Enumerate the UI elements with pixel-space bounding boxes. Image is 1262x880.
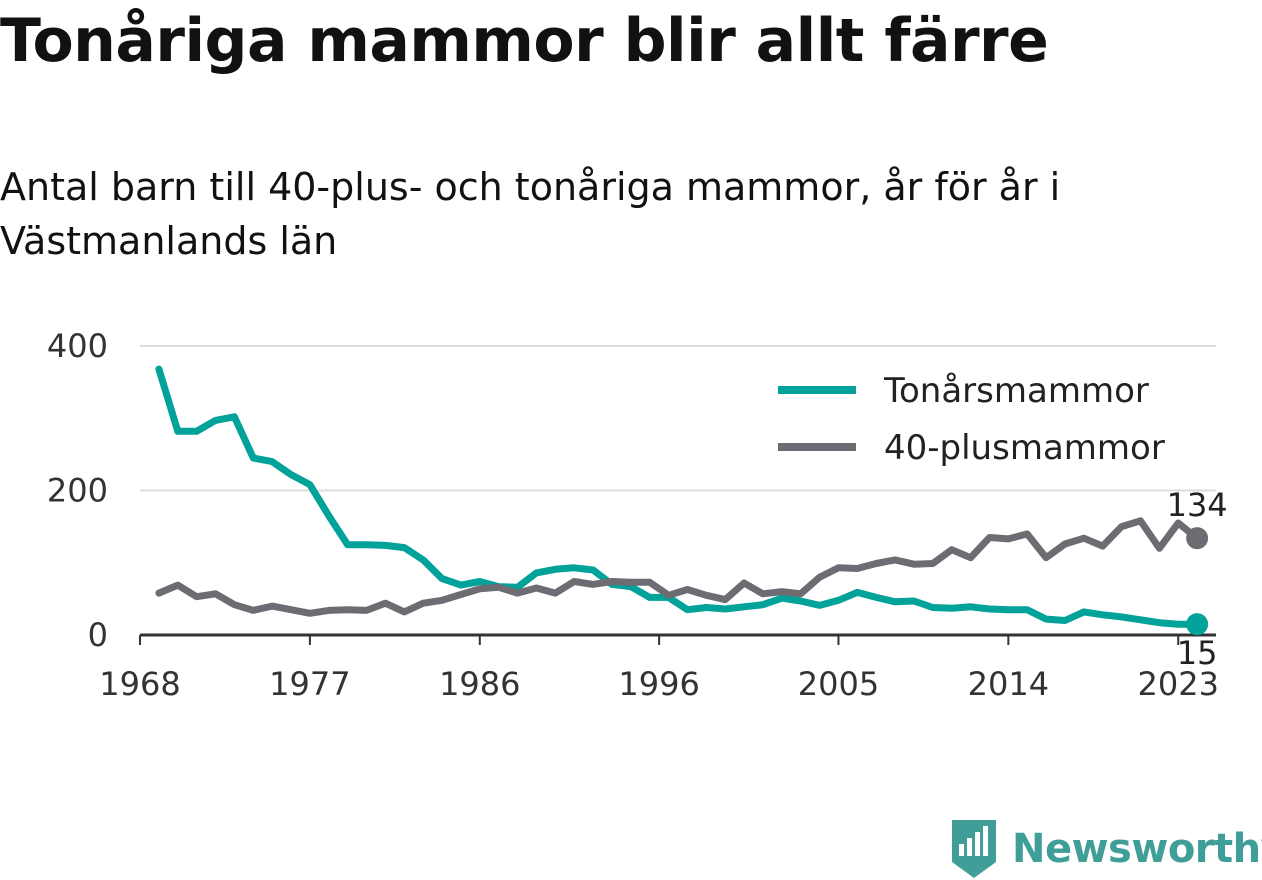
chart-subtitle: Antal barn till 40-plus- och tonåriga ma… [0,165,1061,263]
brand-name: Newsworthy [1012,826,1262,872]
x-tick-label: 1977 [269,665,350,703]
axes: 0 200 400 1968 1977 1986 1996 2005 2014 2023 [47,327,1219,703]
y-tick-label: 400 [47,327,108,365]
legend-label: 40-plusmammor [884,428,1165,468]
x-tick-label: 1996 [618,665,699,703]
legend-label: Tonårsmammor [883,371,1149,411]
y-tick-label: 0 [88,616,108,654]
x-tick-label: 1986 [439,665,520,703]
x-tick-label: 1968 [99,665,180,703]
x-tick-label: 2023 [1138,665,1219,703]
legend: Tonårsmammor 40-plusmammor [778,371,1165,468]
x-tick-label: 2014 [968,665,1049,703]
y-tick-label: 200 [47,472,108,510]
series-end-point [1186,613,1209,636]
gridlines [140,345,1216,492]
series-line-40-plusmammor [155,517,1201,617]
bar-chart-logo-icon [952,820,996,878]
series-line-tonarsmammor [155,365,1201,628]
series-end-label: 15 [1177,634,1218,672]
series-end-point [1186,527,1209,550]
series-end-label: 134 [1167,486,1228,524]
series-lines: 15 134 [155,365,1228,672]
x-tick-label: 2005 [798,665,879,703]
page-title: Tonåriga mammor blir allt färre [0,6,1049,76]
newsworthy-brand: Newsworthy [948,818,1262,880]
